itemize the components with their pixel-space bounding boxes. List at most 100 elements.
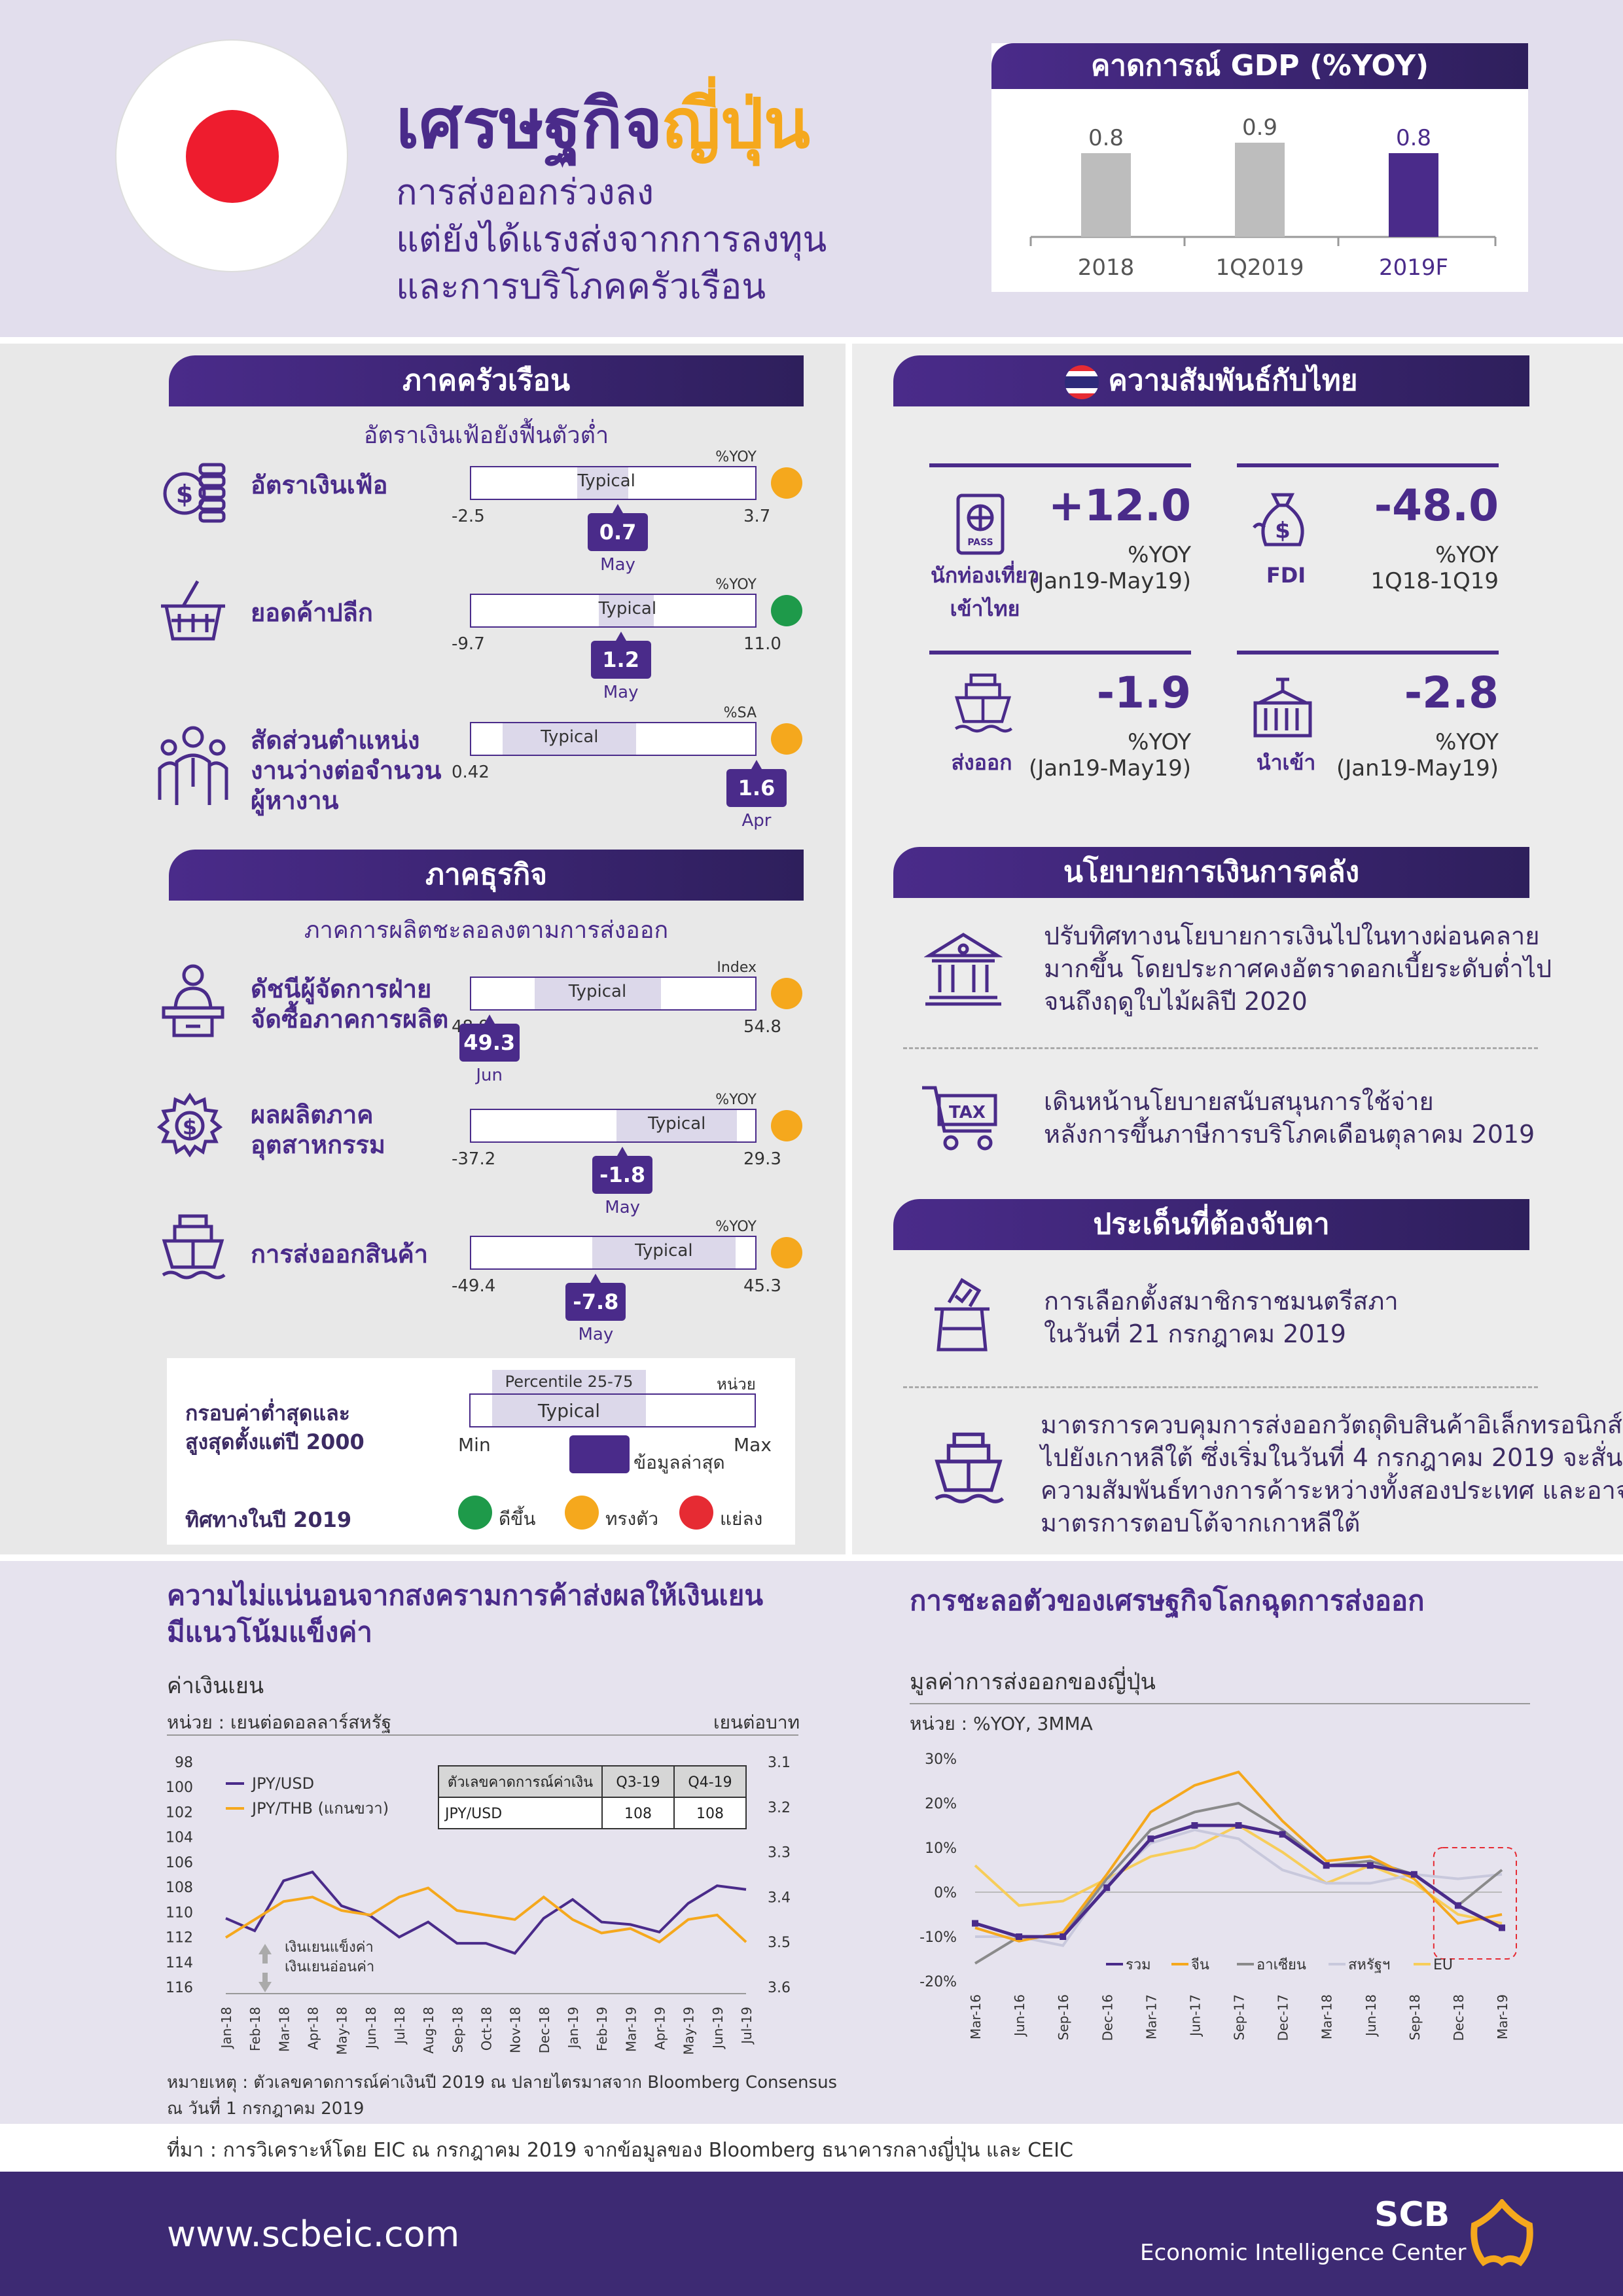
x-tick-label: May-19: [681, 2007, 697, 2055]
footer: www.scbeic.com SCB Economic Intelligence…: [0, 2172, 1623, 2296]
y-left-tick-label: 100: [167, 1780, 193, 1796]
x-tick-label: May-18: [334, 2007, 350, 2055]
gdp-forecast-box: คาดการณ์ GDP (%YOY) 0.8 2018 0.9 1Q2019 0.8 2…: [991, 43, 1528, 292]
y-left-tick-label: 104: [167, 1830, 193, 1846]
household-header: ภาคครัวเรือน: [169, 355, 804, 406]
latest-value-date: May: [578, 1325, 614, 1344]
typical-range: Typical: [534, 978, 661, 1009]
gear-dollar-icon: $: [157, 1092, 223, 1157]
x-tick-label: Mar-16: [968, 1994, 984, 2039]
container-icon: [1253, 677, 1312, 738]
status-dot: [771, 723, 802, 755]
page-title: เศรษฐกิจญี่ปุ่น: [396, 84, 810, 164]
series-point: [1410, 1871, 1418, 1878]
x-tick-label: Jan-18: [219, 2007, 234, 2050]
status-label: แย่ลง: [720, 1508, 763, 1530]
tile-period: 1Q18-1Q19: [1370, 568, 1499, 594]
indicator-unit: %YOY: [715, 449, 757, 465]
gdp-bar: [1235, 143, 1285, 237]
indicator-max: 11.0: [743, 634, 781, 654]
series-point: [1060, 1933, 1067, 1940]
tax-cart-icon: TAX: [922, 1086, 997, 1151]
source-text: ที่มา : การวิเคราะห์โดย EIC ณ กรกฎาคม 20…: [167, 2139, 1073, 2162]
latest-value-date: May: [605, 1198, 641, 1217]
x-tick-label: Oct-18: [479, 2007, 495, 2051]
policy-item-text: เดินหน้านโยบายสนับสนุนการใช้จ่าย หลังการข…: [1044, 1087, 1535, 1149]
watch-header: ประเด็นที่ต้องจับตา: [893, 1199, 1529, 1250]
arrow-up-icon: [259, 1944, 272, 1964]
table-cell-text: 108: [624, 1806, 652, 1822]
indicator-max: 54.8: [743, 1017, 781, 1037]
x-tick-label: Dec-17: [1275, 1994, 1291, 2041]
indicator-label: สัดส่วนตำแหน่ง งานว่างต่อจำนวน ผู้หางาน: [251, 726, 442, 815]
indicator-label: ยอดค้าปลีก: [251, 598, 373, 627]
indicator-gauge: Typical: [470, 722, 757, 756]
business-header: ภาคธุรกิจ: [169, 850, 804, 901]
y-left-tick-label: 110: [167, 1905, 193, 1921]
series-point: [1103, 1884, 1111, 1892]
yen-chart-note: หมายเหตุ : ตัวเลขคาดการณ์ค่าเงินปี 2019 …: [167, 2073, 838, 2119]
x-tick-label: Apr-18: [306, 2007, 321, 2050]
y-tick-label: 0%: [934, 1885, 957, 1901]
y-right-tick-label: 3.3: [768, 1845, 791, 1861]
indicator-gauge: Typical: [470, 594, 757, 628]
website-link[interactable]: www.scbeic.com: [167, 2214, 460, 2255]
latest-value-date: Jun: [476, 1066, 503, 1085]
legend-marker: [569, 1435, 630, 1473]
series-line: [224, 1886, 747, 1944]
tile-exports: -1.9 %YOY (Jan19-May19) ส่งออก: [929, 651, 1191, 808]
indicator-min: -49.4: [452, 1276, 496, 1296]
x-tick-label: Sep-17: [1232, 1994, 1247, 2040]
indicator-gauge: Typical: [470, 1236, 757, 1270]
legend-label: รวม: [1126, 1957, 1151, 1973]
table-header-text: Q3-19: [616, 1774, 660, 1791]
watch-item-text: มาตรการควบคุมการส่งออกวัตถุดิบสินค้าอิเล…: [1041, 1410, 1623, 1537]
typical-label: Typical: [577, 471, 635, 491]
y-left-tick-label: 112: [167, 1930, 193, 1946]
series-point: [1016, 1933, 1023, 1940]
divider: [903, 1386, 1538, 1388]
latest-value-marker: 1.6: [726, 760, 787, 807]
gdp-bar-label: 0.9: [1242, 115, 1277, 141]
shopping-basket-icon: [161, 580, 225, 641]
tile-label: นำเข้า: [1256, 750, 1316, 775]
typical-range: Typical: [592, 1237, 736, 1268]
x-tick-label: Dec-18: [537, 2007, 552, 2053]
subtitle-line: แต่ยังได้แรงส่งจากการลงทุน: [396, 219, 827, 260]
legend-max: Max: [734, 1434, 772, 1456]
y-left-tick-label: 102: [167, 1804, 193, 1821]
table-header-text: ตัวเลขคาดการณ์ค่าเงิน: [448, 1774, 593, 1791]
typical-range: Typical: [616, 1110, 738, 1141]
subtitle-line: การส่งออกร่วงลง: [396, 171, 654, 213]
legend-label: กรอบค่าต่ำสุดและ สูงสุดตั้งแต่ปี 2000: [185, 1401, 365, 1454]
y-tick-label: -20%: [919, 1974, 957, 1990]
x-tick-label: Mar-19: [623, 2007, 639, 2052]
table-header-text: Q4-19: [688, 1774, 732, 1791]
series-point: [1235, 1822, 1242, 1829]
x-tick-label: Apr-19: [652, 2007, 668, 2050]
tile-period: (Jan19-May19): [1028, 755, 1191, 781]
source-strip: [0, 2124, 1623, 2172]
svg-text:$: $: [183, 1115, 197, 1139]
x-tick-label: Mar-18: [1319, 1994, 1335, 2039]
policy-header: นโยบายการเงินการคลัง: [893, 847, 1529, 898]
cargo-ship-icon: [935, 1432, 1005, 1503]
latest-value-date: May: [603, 683, 639, 702]
x-tick-label: Jan-19: [565, 2007, 581, 2050]
x-tick-label: Mar-19: [1495, 1994, 1510, 2039]
x-tick-label: Sep-18: [1407, 1994, 1423, 2040]
x-tick-label: Dec-18: [1451, 1994, 1467, 2041]
scb-logo-icon: [1471, 2199, 1533, 2267]
series-point: [1279, 1831, 1286, 1838]
legend-label: จีน: [1191, 1957, 1209, 1973]
series-line: [974, 1823, 1503, 1939]
indicator-gauge: Typical: [470, 466, 757, 500]
money-bag-icon: $: [1253, 493, 1304, 547]
legend-min: Min: [458, 1434, 491, 1456]
tile-tourists: PASS +12.0 %YOY (Jan19-May19) นักท่องเที…: [929, 463, 1191, 621]
latest-value-marker: 1.2: [590, 632, 651, 679]
x-tick-label: Mar-17: [1143, 1994, 1159, 2039]
table-cell-text: JPY/USD: [444, 1806, 502, 1822]
thai-flag-icon: [1065, 365, 1099, 399]
latest-value-marker: 0.7: [588, 504, 649, 551]
